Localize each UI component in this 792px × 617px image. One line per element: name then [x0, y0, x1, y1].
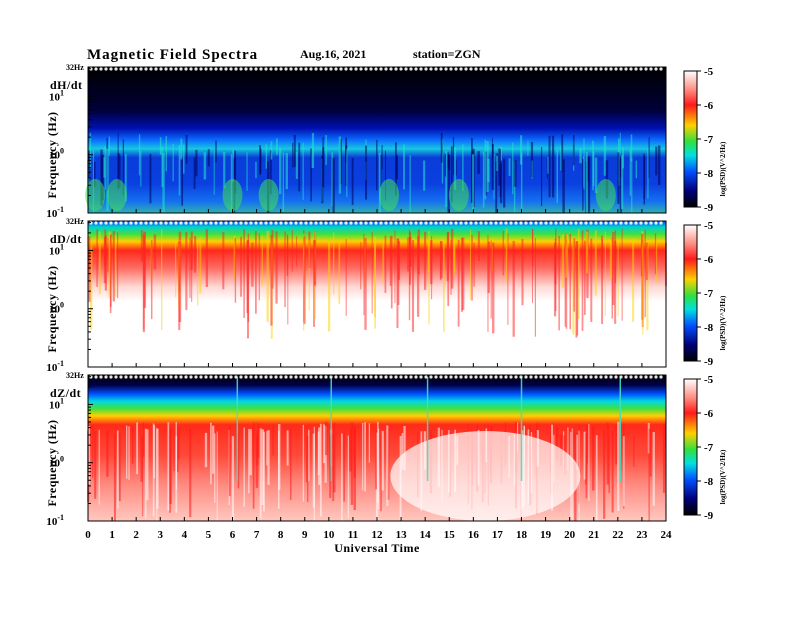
x-tick-label: 9 — [302, 529, 308, 541]
top-marker-row — [89, 375, 663, 379]
component-label: dD/dt — [50, 232, 82, 246]
top-frequency-label: 32Hz — [66, 63, 84, 72]
x-tick-label: 3 — [158, 529, 164, 541]
x-tick-label: 11 — [348, 529, 358, 541]
colorbar-label: log(PSD)(V^2/Hz) — [719, 295, 727, 350]
x-tick-label: 0 — [85, 529, 91, 541]
colorbar-scale — [683, 224, 698, 362]
colorbar-tick-label: -8 — [704, 476, 714, 488]
x-tick-label: 10 — [323, 529, 335, 541]
x-tick-label: 8 — [278, 529, 284, 541]
x-axis-label: Universal Time — [334, 541, 420, 555]
y-tick-label: 100 — [49, 147, 64, 162]
y-tick-label: 100 — [49, 301, 64, 316]
colorbar-tick-label: -8 — [704, 168, 714, 180]
spectrogram-texture — [88, 228, 667, 339]
y-axis-label: Frequency (Hz) — [45, 265, 59, 352]
top-frequency-label: 32Hz — [66, 217, 84, 226]
y-tick-label: 101 — [49, 88, 64, 103]
colorbar-tick-label: -7 — [704, 134, 714, 146]
top-marker-row — [89, 67, 663, 71]
x-tick-label: 24 — [661, 529, 673, 541]
x-tick-label: 2 — [133, 529, 139, 541]
x-tick-label: 16 — [468, 529, 480, 541]
colorbar-tick-label: -6 — [704, 100, 714, 112]
x-tick-label: 22 — [612, 529, 624, 541]
x-tick-label: 15 — [444, 529, 456, 541]
colorbar-scale — [683, 70, 698, 208]
x-tick-label: 5 — [206, 529, 212, 541]
colorbar-tick-label: -5 — [704, 374, 714, 386]
colorbar-label: log(PSD)(V^2/Hz) — [719, 449, 727, 504]
y-tick-label: 10-1 — [46, 205, 64, 220]
component-label: dZ/dt — [50, 386, 81, 400]
spectrogram-texture — [87, 377, 666, 521]
x-tick-label: 12 — [372, 529, 384, 541]
x-axis-tick-labels: 0 1 2 3 4 5 6 7 8 9 10 11 12 13 14 15 16 17 18 19 20 21 22 23 24 — [85, 529, 672, 541]
x-tick-label: 4 — [182, 529, 188, 541]
colorbar-tick-label: -6 — [704, 254, 714, 266]
colorbar-label: log(PSD)(V^2/Hz) — [719, 141, 727, 196]
y-axis-label: Frequency (Hz) — [45, 419, 59, 506]
top-frequency-label: 32Hz — [66, 371, 84, 380]
y-tick-label: 10-1 — [46, 359, 64, 374]
colorbar-tick-label: -9 — [704, 356, 714, 368]
x-tick-label: 1 — [109, 529, 115, 541]
colorbar-tick-label: -7 — [704, 442, 714, 454]
colorbar-tick-label: -7 — [704, 288, 714, 300]
colorbar: -5 -6 -7 -8 -9 log(PSD)(V^2/Hz) — [683, 220, 727, 368]
x-tick-label: 6 — [230, 529, 236, 541]
figure-title: Magnetic Field Spectra — [87, 47, 258, 63]
y-tick-label: 100 — [49, 455, 64, 470]
x-tick-label: 21 — [588, 529, 599, 541]
x-axis-ticks — [87, 363, 667, 367]
x-tick-label: 17 — [492, 529, 504, 541]
component-label: dH/dt — [50, 78, 83, 92]
x-tick-label: 23 — [636, 529, 648, 541]
colorbar-tick-label: -5 — [704, 66, 714, 78]
x-axis-ticks — [87, 209, 667, 213]
colorbar-tick-label: -9 — [704, 202, 714, 214]
y-axis-label: Frequency (Hz) — [45, 111, 59, 198]
x-tick-label: 20 — [564, 529, 576, 541]
y-tick-label: 101 — [49, 396, 64, 411]
y-tick-label: 10-1 — [46, 513, 64, 528]
top-marker-row — [89, 221, 663, 225]
colorbar-tick-label: -6 — [704, 408, 714, 420]
colorbar: -5 -6 -7 -8 -9 log(PSD)(V^2/Hz) — [683, 374, 727, 522]
date-label: Aug.16, 2021 — [300, 47, 366, 61]
x-tick-label: 13 — [396, 529, 408, 541]
x-tick-label: 18 — [516, 529, 528, 541]
station-label: station=ZGN — [413, 47, 481, 61]
x-axis-ticks — [87, 517, 667, 521]
x-tick-label: 7 — [254, 529, 260, 541]
x-tick-label: 14 — [420, 529, 432, 541]
x-tick-label: 19 — [540, 529, 552, 541]
y-tick-label: 101 — [49, 242, 64, 257]
colorbar-scale — [683, 378, 698, 516]
colorbar-tick-label: -5 — [704, 220, 714, 232]
colorbar: -5 -6 -7 -8 -9 log(PSD)(V^2/Hz) — [683, 66, 727, 214]
spectrogram-texture — [85, 132, 661, 213]
colorbar-tick-label: -9 — [704, 510, 714, 522]
colorbar-tick-label: -8 — [704, 322, 714, 334]
